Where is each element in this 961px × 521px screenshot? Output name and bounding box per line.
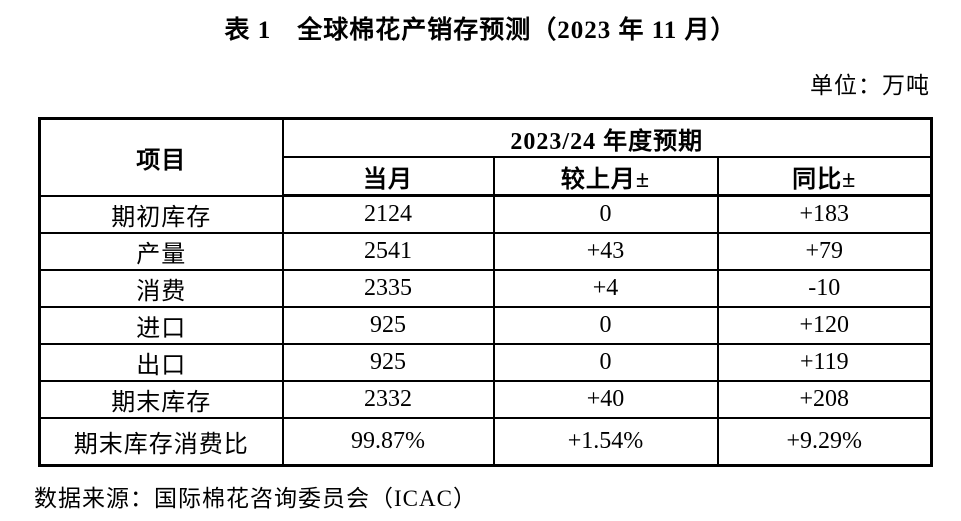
data-source: 数据来源：国际棉花咨询委员会（ICAC） [34, 486, 477, 511]
row-current-value: 99.87% [281, 416, 495, 466]
row-current-value: 925 [281, 342, 495, 382]
subheader-yoy: 同比± [716, 156, 933, 197]
row-yoy-value: +183 [716, 194, 933, 234]
row-current-value: 2335 [281, 268, 495, 308]
row-mom-value: 0 [492, 194, 719, 234]
row-mom-value: +1.54% [492, 416, 719, 466]
table-row-imports: 进口 925 0 +120 [38, 305, 933, 345]
row-mom-value: 0 [492, 305, 719, 345]
table-row-beginning-stocks: 期初库存 2124 0 +183 [38, 194, 933, 234]
period-column-header: 2023/24 年度预期 [281, 117, 933, 158]
row-mom-value: +40 [492, 379, 719, 419]
row-yoy-value: +120 [716, 305, 933, 345]
row-item-label: 进口 [38, 305, 284, 345]
row-yoy-value: +119 [716, 342, 933, 382]
subheader-current-month: 当月 [281, 156, 495, 197]
item-column-header: 项目 [38, 117, 284, 197]
table-row-stocks-to-use-ratio: 期末库存消费比 99.87% +1.54% +9.29% [38, 416, 933, 466]
table-title: 表 1 全球棉花产销存预测（2023 年 11 月） [224, 17, 737, 44]
table-row-production: 产量 2541 +43 +79 [38, 231, 933, 271]
row-yoy-value: +79 [716, 231, 933, 271]
row-item-label: 消费 [38, 268, 284, 308]
row-current-value: 925 [281, 305, 495, 345]
subheader-vs-last-month: 较上月± [492, 156, 719, 197]
row-mom-value: +4 [492, 268, 719, 308]
row-mom-value: +43 [492, 231, 719, 271]
row-mom-value: 0 [492, 342, 719, 382]
row-current-value: 2332 [281, 379, 495, 419]
row-yoy-value: -10 [716, 268, 933, 308]
row-item-label: 期末库存消费比 [38, 416, 284, 466]
row-item-label: 出口 [38, 342, 284, 382]
row-yoy-value: +208 [716, 379, 933, 419]
table-row-ending-stocks: 期末库存 2332 +40 +208 [38, 379, 933, 419]
row-current-value: 2541 [281, 231, 495, 271]
row-item-label: 期初库存 [38, 194, 284, 234]
row-current-value: 2124 [281, 194, 495, 234]
table-row-exports: 出口 925 0 +119 [38, 342, 933, 382]
row-item-label: 期末库存 [38, 379, 284, 419]
row-yoy-value: +9.29% [716, 416, 933, 466]
unit-label: 单位：万吨 [810, 73, 930, 98]
cotton-forecast-table: 项目 2023/24 年度预期 当月 较上月± 同比± 期初库存 2124 0 … [38, 117, 934, 467]
row-item-label: 产量 [38, 231, 284, 271]
table-row-consumption: 消费 2335 +4 -10 [38, 268, 933, 308]
header-row-top: 项目 2023/24 年度预期 [38, 117, 933, 197]
header-row-sub: 当月 较上月± 同比± [40, 156, 933, 197]
